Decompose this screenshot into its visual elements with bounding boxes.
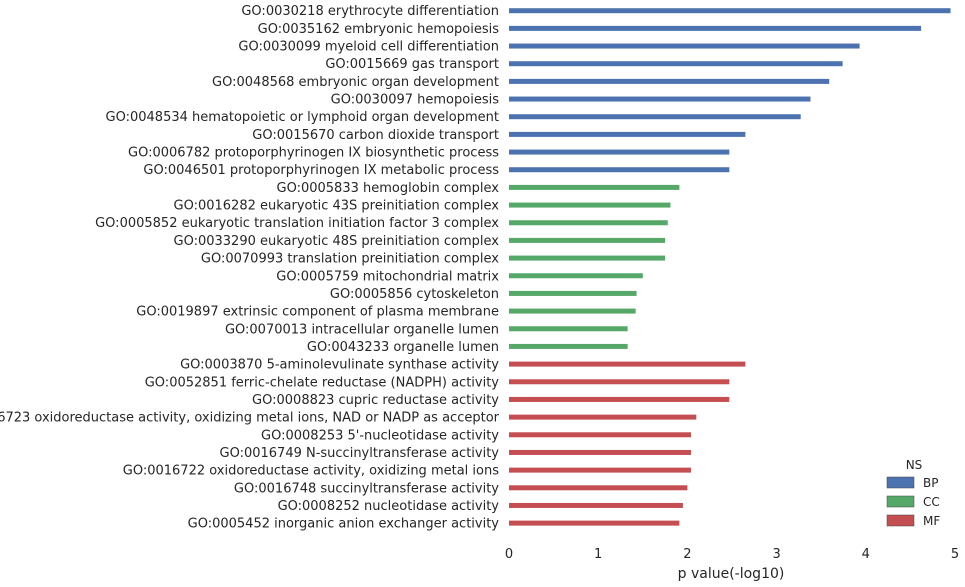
category-label: GO:0030097 hemopoiesis bbox=[331, 93, 500, 108]
bar-bp bbox=[509, 78, 830, 84]
bar-cc bbox=[509, 184, 680, 190]
x-tick-label: 5 bbox=[951, 547, 959, 562]
category-label: GO:0070993 translation preinitiation com… bbox=[201, 252, 499, 267]
x-axis-title: p value(-log10) bbox=[678, 566, 785, 582]
bar-mf bbox=[509, 396, 730, 402]
category-label: GO:0046501 protoporphyrinogen IX metabol… bbox=[143, 163, 499, 178]
category-label: GO:0016723 oxidoreductase activity, oxid… bbox=[0, 411, 500, 426]
bar-mf bbox=[509, 502, 683, 508]
category-label: GO:0048568 embryonic organ development bbox=[212, 75, 499, 90]
bar-bp bbox=[509, 25, 922, 31]
x-tick-label: 1 bbox=[594, 547, 602, 562]
category-label: GO:0008253 5'-nucleotidase activity bbox=[261, 428, 499, 443]
category-label: GO:0008252 nucleotidase activity bbox=[278, 499, 500, 514]
x-tick-label: 0 bbox=[505, 547, 513, 562]
bar-cc bbox=[509, 202, 671, 208]
category-label: GO:0005759 mitochondrial matrix bbox=[276, 269, 499, 284]
category-label: GO:0035162 embryonic hemopoiesis bbox=[258, 22, 500, 37]
category-label: GO:0006782 protoporphyrinogen IX biosynt… bbox=[128, 146, 499, 161]
category-label: GO:0016722 oxidoreductase activity, oxid… bbox=[123, 464, 499, 479]
legend-label-cc: CC bbox=[923, 495, 940, 509]
category-label: GO:0015670 carbon dioxide transport bbox=[252, 128, 499, 143]
bar-bp bbox=[509, 8, 951, 14]
category-label: GO:0016748 succinyltransferase activity bbox=[234, 481, 499, 496]
bar-cc bbox=[509, 308, 636, 314]
x-tick-label: 3 bbox=[772, 547, 780, 562]
bar-bp bbox=[509, 149, 730, 155]
bar-cc bbox=[509, 343, 628, 349]
bar-bp bbox=[509, 114, 801, 120]
category-label: GO:0030099 myeloid cell differentiation bbox=[238, 40, 499, 55]
bar-mf bbox=[509, 432, 691, 438]
category-label: GO:0052851 ferric-chelate reductase (NAD… bbox=[145, 375, 500, 390]
category-label: GO:0048534 hematopoietic or lymphoid org… bbox=[106, 110, 499, 125]
category-label: GO:0016749 N-succinyltransferase activit… bbox=[220, 446, 500, 461]
bar-cc bbox=[509, 220, 668, 226]
bar-mf bbox=[509, 485, 688, 491]
category-label: GO:0033290 eukaryotic 48S preinitiation … bbox=[174, 234, 500, 249]
legend-swatch-mf bbox=[886, 514, 915, 527]
category-label: GO:0005833 hemoglobin complex bbox=[277, 181, 500, 196]
bar-group bbox=[509, 8, 951, 526]
bar-mf bbox=[509, 414, 697, 420]
category-label: GO:0019897 extrinsic component of plasma… bbox=[136, 305, 499, 320]
category-label: GO:0030218 erythrocyte differentiation bbox=[241, 4, 499, 19]
category-label: GO:0016282 eukaryotic 43S preinitiation … bbox=[174, 199, 500, 214]
bar-mf bbox=[509, 449, 691, 455]
category-label: GO:0015669 gas transport bbox=[325, 57, 499, 72]
category-label: GO:0003870 5-aminolevulinate synthase ac… bbox=[180, 358, 499, 373]
bar-cc bbox=[509, 237, 666, 243]
bar-cc bbox=[509, 273, 643, 279]
category-label: GO:0005856 cytoskeleton bbox=[330, 287, 499, 302]
legend-label-mf: MF bbox=[923, 514, 940, 528]
bar-bp bbox=[509, 61, 843, 67]
legend-title: NS bbox=[906, 458, 923, 472]
category-label: GO:0043233 organelle lumen bbox=[307, 340, 499, 355]
x-tick-labels: 0 1 2 3 4 5 bbox=[505, 547, 959, 562]
legend-swatch-bp bbox=[886, 476, 915, 489]
bar-cc bbox=[509, 290, 637, 296]
bar-mf bbox=[509, 520, 680, 526]
bar-bp bbox=[509, 96, 811, 102]
bar-bp bbox=[509, 167, 730, 173]
category-label: GO:0005452 inorganic anion exchanger act… bbox=[188, 517, 500, 532]
bar-mf bbox=[509, 467, 691, 473]
bar-bp bbox=[509, 43, 860, 49]
legend: NS BP CC MF bbox=[886, 458, 940, 528]
x-tick-label: 2 bbox=[683, 547, 691, 562]
bar-cc bbox=[509, 326, 628, 332]
legend-label-bp: BP bbox=[923, 476, 938, 490]
x-tick-label: 4 bbox=[862, 547, 870, 562]
category-label: GO:0070013 intracellular organelle lumen bbox=[225, 322, 499, 337]
category-label: GO:0008823 cupric reductase activity bbox=[252, 393, 499, 408]
legend-swatch-cc bbox=[886, 495, 915, 508]
category-labels: GO:0030218 erythrocyte differentiation GO… bbox=[0, 4, 500, 531]
category-label: GO:0005852 eukaryotic translation initia… bbox=[95, 216, 499, 231]
bar-mf bbox=[509, 361, 746, 367]
bar-cc bbox=[509, 255, 666, 261]
bar-bp bbox=[509, 131, 746, 137]
bar-mf bbox=[509, 379, 730, 385]
